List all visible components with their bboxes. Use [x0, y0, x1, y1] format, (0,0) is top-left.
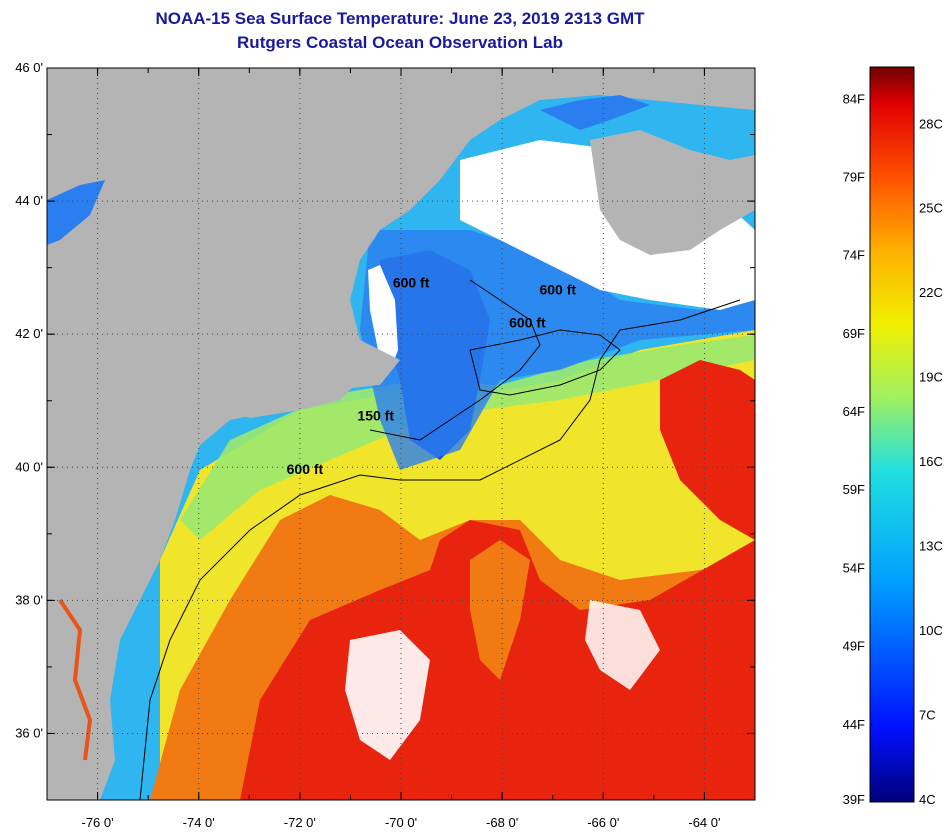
colorbar-gradient — [869, 66, 915, 803]
axis-ticks — [46, 67, 756, 801]
land-north-america — [47, 68, 755, 800]
colorbar-f-label: 79F — [843, 169, 865, 184]
lon-label: -74 0' — [183, 815, 215, 830]
colorbar-f-label: 74F — [843, 248, 865, 263]
depth-contour-150 — [369, 279, 541, 441]
colorbar-f-label: 69F — [843, 326, 865, 341]
colorbar-f-label: 39F — [843, 792, 865, 807]
depth-contour-label: 600 ft — [287, 461, 324, 477]
colorbar-c-label: 7C — [919, 707, 936, 722]
gulf-stream-eddy — [660, 360, 755, 540]
chesapeake-bay — [58, 598, 93, 761]
lon-label: -68 0' — [486, 815, 518, 830]
lon-label: -66 0' — [587, 815, 619, 830]
lon-label: -72 0' — [284, 815, 316, 830]
depth-contour-label: 600 ft — [539, 281, 576, 297]
lat-label: 42 0' — [15, 326, 43, 341]
colorbar-c-label: 16C — [919, 454, 943, 469]
cloud-patch-east — [585, 600, 660, 690]
map-subtitle: Rutgers Coastal Ocean Observation Lab — [237, 33, 563, 52]
colorbar-f-label: 44F — [843, 717, 865, 732]
lake-ontario — [47, 180, 105, 245]
depth-contour-label: 150 ft — [357, 408, 394, 424]
lat-label: 46 0' — [15, 60, 43, 75]
map-title: NOAA-15 Sea Surface Temperature: June 23… — [155, 9, 645, 28]
colorbar-c-label: 4C — [919, 792, 936, 807]
lat-label: 44 0' — [15, 193, 43, 208]
land-long-island — [220, 380, 360, 418]
colorbar-c-label: 13C — [919, 539, 943, 554]
colorbar-c-label: 25C — [919, 201, 943, 216]
land-nova-scotia — [590, 130, 755, 255]
colorbar-c-label: 10C — [919, 623, 943, 638]
colorbar-f-label: 59F — [843, 482, 865, 497]
depth-contour-label: 600 ft — [393, 275, 430, 291]
colorbar-c-label: 28C — [919, 116, 943, 131]
depth-contour-georges — [469, 329, 621, 396]
colorbar-c-label: 19C — [919, 370, 943, 385]
cloud-patch-cape-cod — [368, 265, 398, 372]
lat-label: 38 0' — [15, 592, 43, 607]
gulf-st-lawrence — [540, 95, 650, 130]
cloud-patch-gulf — [345, 630, 430, 760]
colorbar-f-label: 49F — [843, 639, 865, 654]
colorbar-f-label: 64F — [843, 404, 865, 419]
depth-contour-label: 600 ft — [509, 315, 546, 331]
lon-label: -76 0' — [82, 815, 114, 830]
cool-water-shelf — [360, 230, 755, 470]
map-grid — [47, 68, 755, 800]
lat-label: 40 0' — [15, 459, 43, 474]
depth-contour-shelf — [139, 299, 741, 800]
colorbar-c-label: 22C — [919, 285, 943, 300]
gulf-stream-meander — [470, 540, 530, 680]
colorbar-f-label: 84F — [843, 91, 865, 106]
depth-labels: 600 ft 600 ft 600 ft 150 ft 600 ft — [287, 275, 577, 477]
lon-label: -70 0' — [385, 815, 417, 830]
lon-label: -64 0' — [688, 815, 720, 830]
lat-label: 36 0' — [15, 725, 43, 740]
axis-labels: 46 0' 44 0' 42 0' 40 0' 38 0' 36 0' -76 0' -74 … — [15, 60, 720, 830]
colorbar-f-label: 54F — [843, 560, 865, 575]
transition-water — [180, 335, 755, 540]
